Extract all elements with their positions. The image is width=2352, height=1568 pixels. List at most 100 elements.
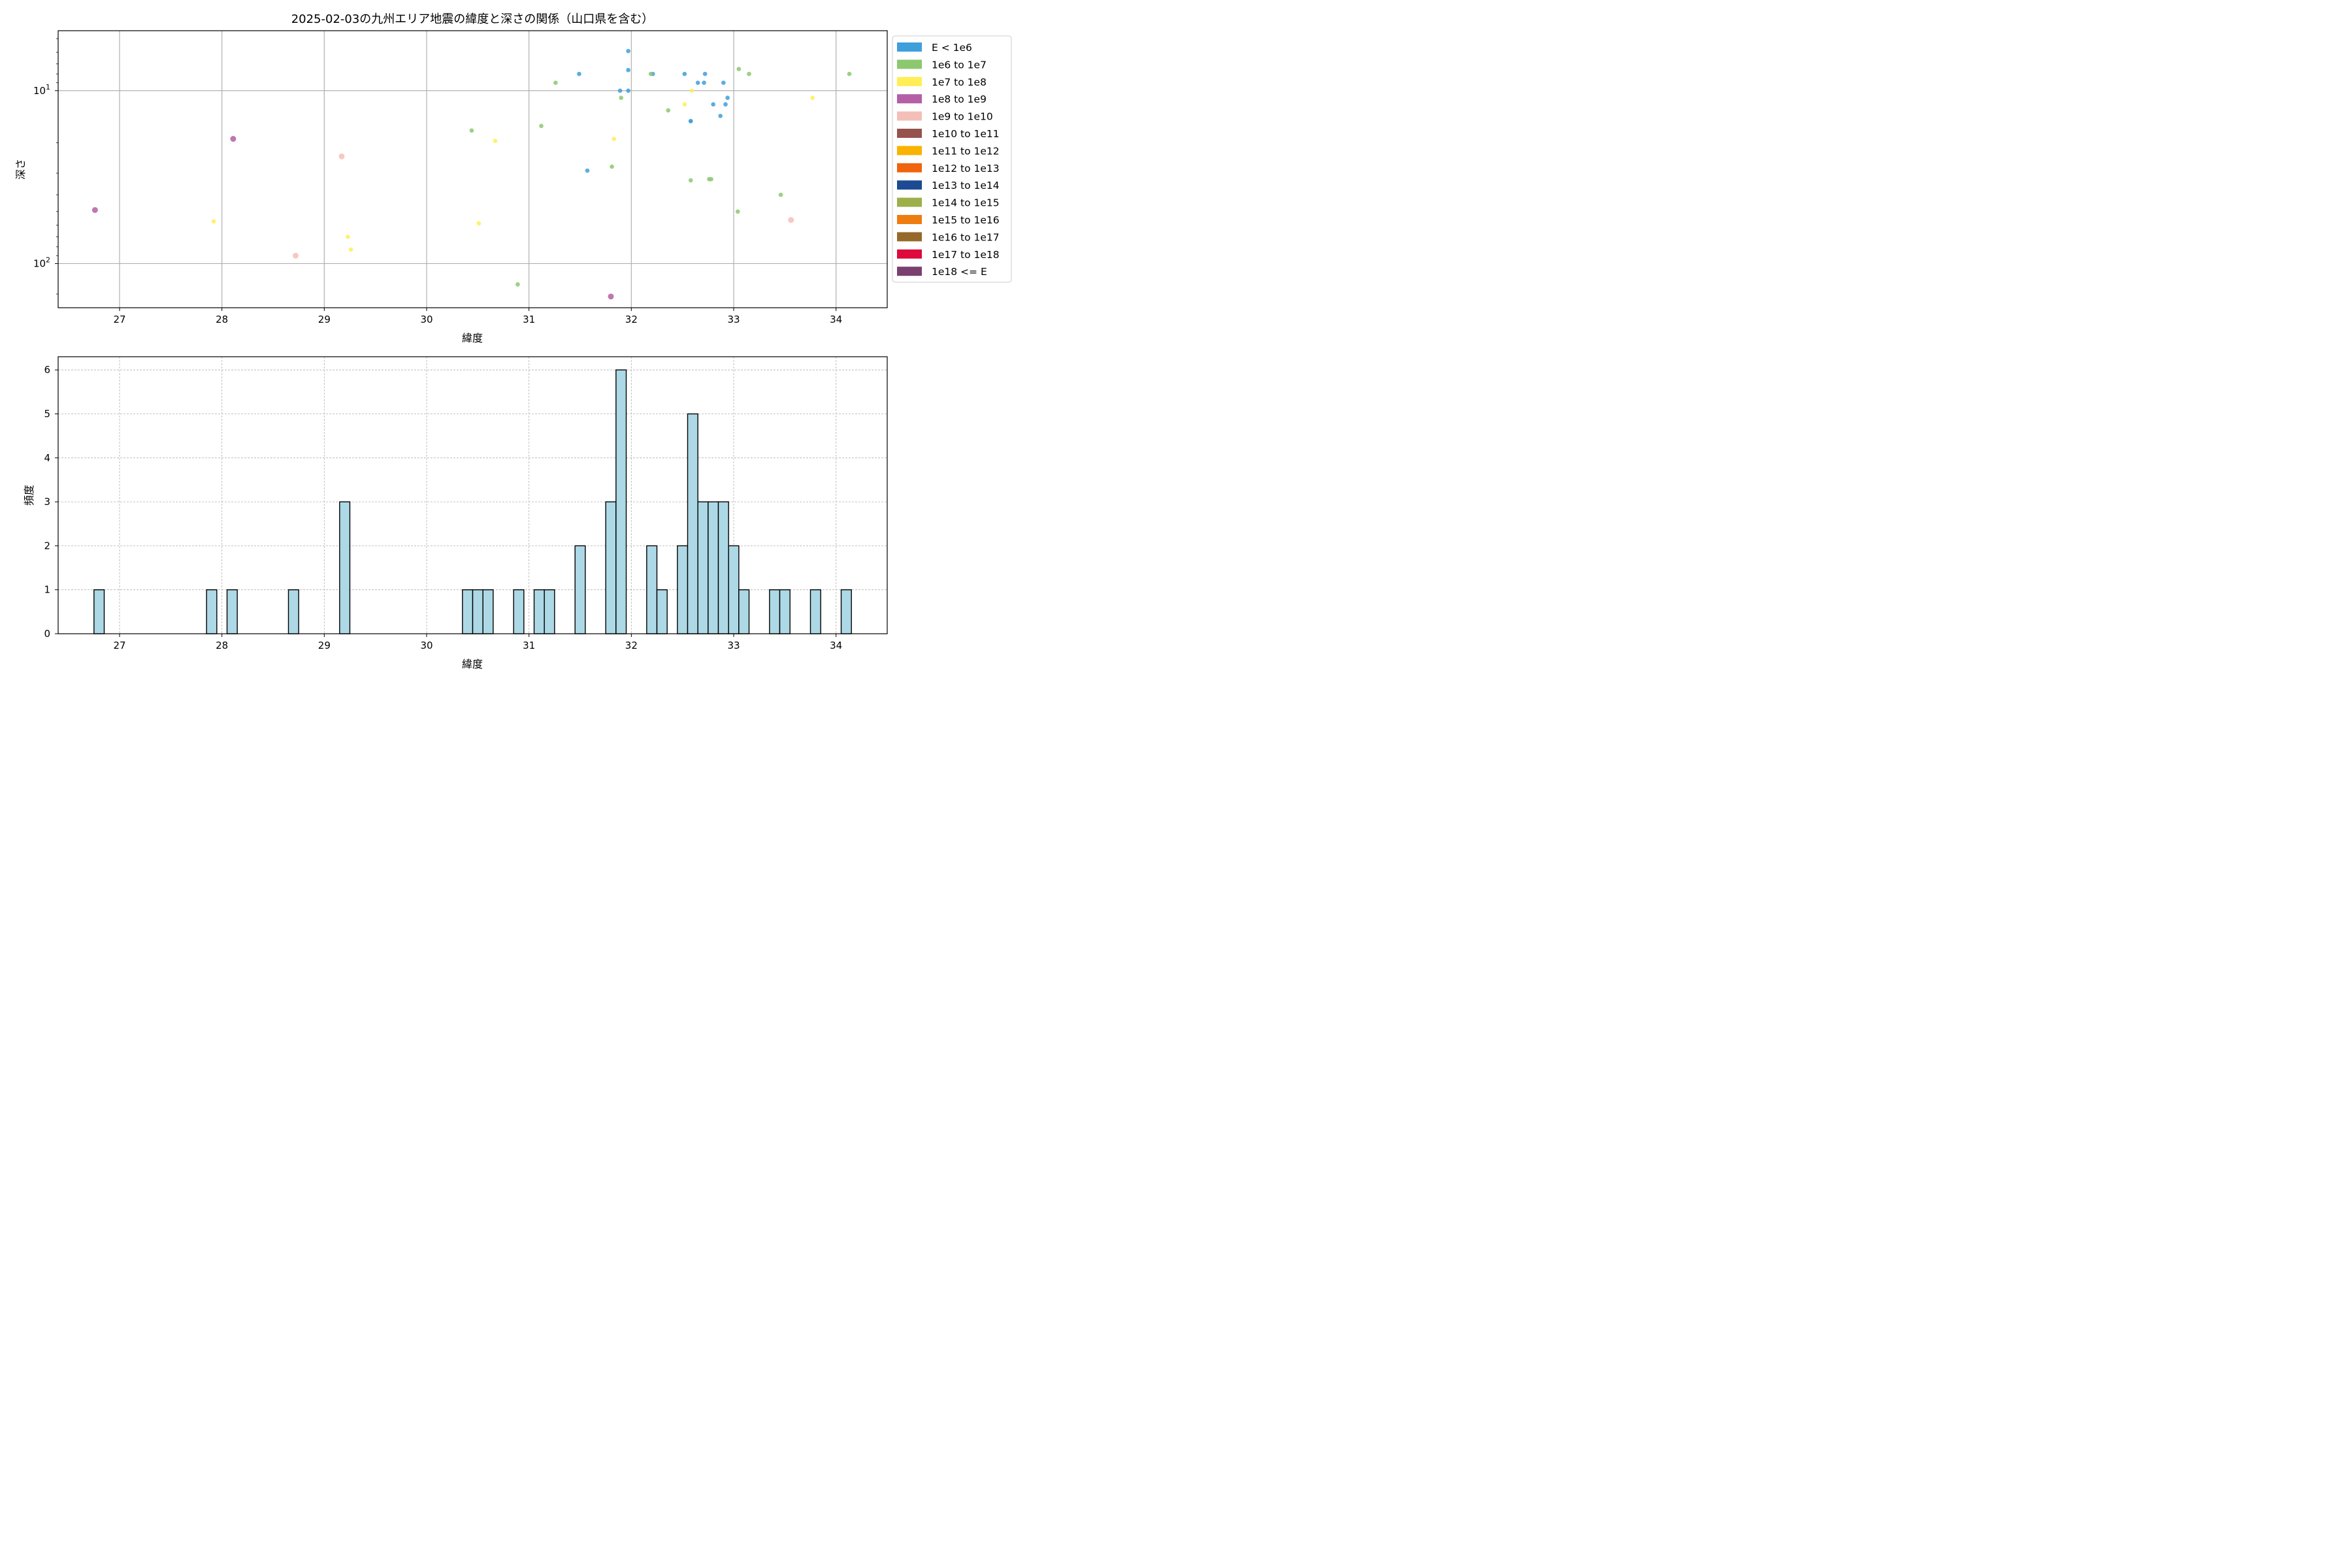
- histogram-x-tick-label: 31: [523, 640, 535, 651]
- scatter-point: [788, 217, 794, 223]
- histogram-bar: [533, 589, 545, 634]
- scatter-point: [702, 80, 706, 85]
- scatter-point: [648, 71, 653, 76]
- legend-swatch: [897, 94, 922, 104]
- legend-swatch: [897, 111, 922, 121]
- scatter-x-tick-label: 30: [420, 314, 433, 325]
- scatter-point: [608, 293, 614, 300]
- histogram-y-tick-label: 5: [44, 408, 50, 419]
- scatter-x-tick-label: 28: [216, 314, 228, 325]
- histogram-y-axis-label: 頻度: [23, 485, 35, 506]
- histogram-y-tick-label: 0: [44, 628, 50, 640]
- scatter-point: [626, 88, 630, 93]
- histogram-bar: [677, 545, 689, 634]
- scatter-point: [711, 102, 715, 107]
- legend-label: 1e7 to 1e8: [932, 76, 987, 88]
- scatter-point: [666, 108, 671, 113]
- scatter-plot-frame: [57, 30, 888, 308]
- histogram-x-tick-label: 29: [318, 640, 331, 651]
- legend-label: 1e14 to 1e15: [932, 197, 1000, 209]
- histogram-bar: [544, 589, 555, 634]
- histogram-bar: [605, 501, 617, 634]
- legend-label: 1e18 <= E: [932, 266, 987, 278]
- scatter-point: [553, 80, 558, 85]
- scatter-point: [682, 71, 687, 76]
- histogram-bar: [809, 589, 821, 634]
- histogram-y-ticks: 0 1 2 3 4 5 6: [44, 364, 58, 640]
- scatter-point: [735, 209, 740, 214]
- legend-label: 1e13 to 1e14: [932, 180, 1000, 191]
- scatter-point: [539, 123, 544, 129]
- scatter-point: [810, 95, 815, 101]
- histogram-bar: [287, 589, 299, 634]
- legend-swatch: [897, 59, 922, 69]
- legend-label: 1e10 to 1e11: [932, 128, 1000, 140]
- scatter-point: [688, 119, 693, 123]
- scatter-point: [721, 80, 726, 85]
- histogram-bar: [728, 545, 740, 634]
- legend-swatch: [897, 129, 922, 138]
- scatter-point: [847, 71, 852, 76]
- histogram-y-tick-label: 6: [44, 364, 50, 376]
- histogram-y-tick-label: 4: [44, 452, 50, 464]
- legend-label: 1e6 to 1e7: [932, 59, 987, 71]
- scatter-point: [230, 136, 237, 142]
- legend-frame: [892, 35, 1012, 283]
- scatter-point: [695, 80, 700, 85]
- scatter-point: [585, 168, 590, 173]
- histogram-bar: [93, 589, 105, 634]
- histogram-bar: [656, 589, 668, 634]
- scatter-x-tick-label: 34: [830, 314, 842, 325]
- scatter-x-ticks: 27 28 29 30 31 32 33 34: [113, 308, 842, 325]
- legend-label: 1e9 to 1e10: [932, 111, 993, 123]
- legend-swatch: [897, 197, 922, 207]
- chart-title: 2025-02-03の九州エリア地震の緯度と深さの関係（山口県を含む）: [291, 12, 654, 26]
- histogram-bar: [708, 501, 719, 634]
- scatter-point: [346, 235, 350, 239]
- legend-swatch: [897, 249, 922, 259]
- histogram-bar: [738, 589, 750, 634]
- histogram-x-ticks: 27 28 29 30 31 32 33 34: [113, 634, 842, 651]
- legend-swatch: [897, 146, 922, 155]
- scatter-point: [736, 67, 742, 72]
- scatter-point: [626, 48, 630, 54]
- histogram-bar: [226, 589, 238, 634]
- histogram-bar: [472, 589, 483, 634]
- scatter-point: [688, 178, 693, 183]
- histogram-bar: [462, 589, 474, 634]
- legend-label: 1e16 to 1e17: [932, 231, 1000, 243]
- scatter-point: [211, 219, 216, 224]
- histogram-y-tick-label: 3: [44, 496, 50, 508]
- histogram-bar: [840, 589, 852, 634]
- histogram-bar: [574, 545, 586, 634]
- scatter-x-tick-label: 31: [523, 314, 535, 325]
- scatter-point: [778, 192, 783, 197]
- scatter-x-tick-label: 27: [113, 314, 125, 325]
- scatter-point: [725, 95, 730, 101]
- legend-label: 1e8 to 1e9: [932, 93, 987, 105]
- histogram-plot-frame: [57, 356, 888, 634]
- histogram-bar: [339, 501, 351, 634]
- histogram-x-tick-label: 34: [830, 640, 842, 651]
- scatter-point: [689, 88, 694, 93]
- histogram-bar: [513, 589, 525, 634]
- legend-swatch: [897, 76, 922, 86]
- scatter-point: [292, 252, 299, 259]
- scatter-point: [338, 153, 345, 159]
- histogram-bar: [646, 545, 658, 634]
- figure-background: [0, 0, 1020, 680]
- scatter-point: [577, 71, 581, 76]
- scatter-point: [515, 282, 520, 287]
- legend-label: 1e17 to 1e18: [932, 249, 1000, 261]
- scatter-point: [702, 71, 708, 76]
- scatter-y-axis-label: 深さ: [14, 159, 27, 180]
- legend-swatch: [897, 215, 922, 224]
- scatter-point: [612, 137, 616, 141]
- legend-swatch: [897, 163, 922, 172]
- scatter-point: [747, 71, 751, 76]
- histogram-bar: [615, 369, 627, 634]
- legend-label: 1e15 to 1e16: [932, 214, 1000, 226]
- histogram-bar: [769, 589, 781, 634]
- legend-swatch: [897, 42, 922, 52]
- histogram-bar: [206, 589, 218, 634]
